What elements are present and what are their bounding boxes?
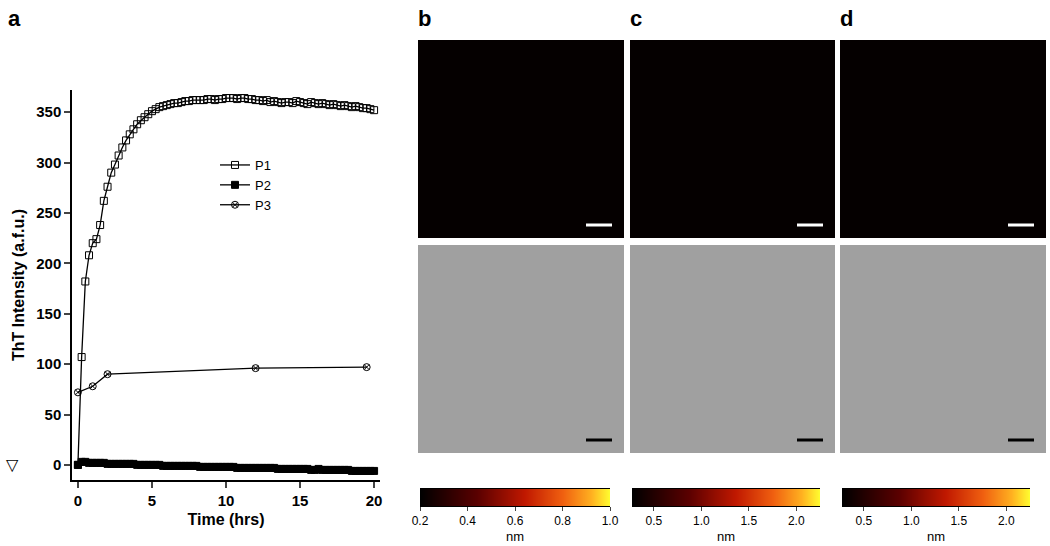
svg-text:▽: ▽	[6, 455, 19, 474]
svg-text:0.4: 0.4	[459, 514, 476, 528]
svg-text:1.5: 1.5	[950, 514, 967, 528]
svg-text:100: 100	[36, 355, 61, 372]
svg-text:nm: nm	[927, 529, 945, 544]
svg-text:1.0: 1.0	[903, 514, 920, 528]
svg-text:0.5: 0.5	[855, 514, 872, 528]
svg-text:ThT Intensity (a.f.u.): ThT Intensity (a.f.u.)	[10, 209, 27, 361]
svg-text:350: 350	[36, 103, 61, 120]
svg-text:a: a	[8, 6, 21, 31]
svg-text:b: b	[418, 6, 431, 31]
svg-text:250: 250	[36, 204, 61, 221]
svg-text:20: 20	[366, 492, 383, 509]
svg-text:P3: P3	[255, 198, 271, 213]
svg-text:0.5: 0.5	[645, 514, 662, 528]
svg-text:1.0: 1.0	[693, 514, 710, 528]
svg-text:300: 300	[36, 154, 61, 171]
svg-text:2.0: 2.0	[788, 514, 805, 528]
svg-text:0: 0	[53, 456, 61, 473]
svg-text:nm: nm	[717, 529, 735, 544]
svg-text:10: 10	[218, 492, 235, 509]
svg-text:d: d	[840, 6, 853, 31]
svg-text:150: 150	[36, 305, 61, 322]
svg-text:15: 15	[292, 492, 309, 509]
svg-text:0.6: 0.6	[507, 514, 524, 528]
svg-text:P2: P2	[255, 178, 271, 193]
svg-text:1.5: 1.5	[740, 514, 757, 528]
svg-text:2.0: 2.0	[998, 514, 1015, 528]
svg-text:Time (hrs): Time (hrs)	[187, 511, 264, 528]
svg-text:5: 5	[148, 492, 156, 509]
svg-text:P1: P1	[255, 158, 271, 173]
svg-text:nm: nm	[506, 529, 524, 544]
svg-text:0: 0	[74, 492, 82, 509]
svg-text:0.2: 0.2	[412, 514, 429, 528]
svg-text:200: 200	[36, 255, 61, 272]
svg-text:c: c	[630, 6, 642, 31]
svg-text:0.8: 0.8	[554, 514, 571, 528]
svg-text:1.0: 1.0	[602, 514, 619, 528]
svg-text:50: 50	[45, 406, 62, 423]
